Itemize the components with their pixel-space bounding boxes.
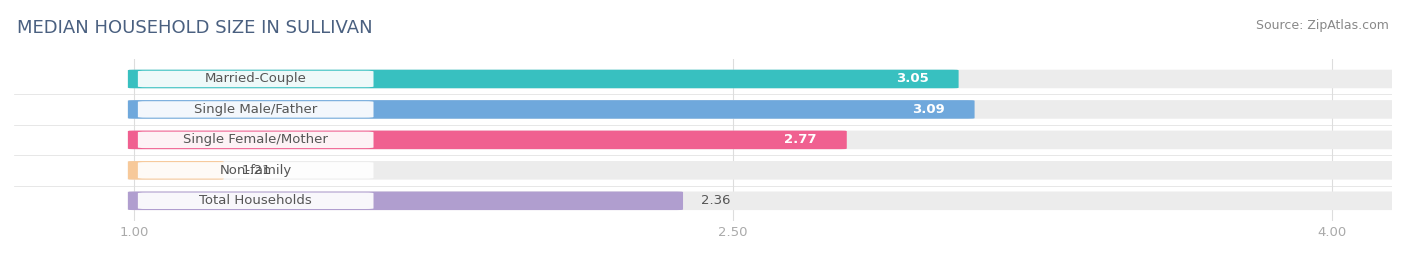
FancyBboxPatch shape	[128, 161, 1398, 180]
FancyBboxPatch shape	[128, 70, 959, 88]
Text: Total Households: Total Households	[200, 194, 312, 207]
FancyBboxPatch shape	[138, 132, 374, 148]
Text: Single Male/Father: Single Male/Father	[194, 103, 318, 116]
FancyBboxPatch shape	[138, 101, 374, 118]
Text: Source: ZipAtlas.com: Source: ZipAtlas.com	[1256, 19, 1389, 32]
Text: Non-family: Non-family	[219, 164, 292, 177]
Text: 2.36: 2.36	[702, 194, 731, 207]
FancyBboxPatch shape	[128, 100, 974, 119]
Text: 3.09: 3.09	[912, 103, 945, 116]
Text: 3.05: 3.05	[896, 72, 928, 86]
Text: MEDIAN HOUSEHOLD SIZE IN SULLIVAN: MEDIAN HOUSEHOLD SIZE IN SULLIVAN	[17, 19, 373, 37]
FancyBboxPatch shape	[128, 192, 683, 210]
FancyBboxPatch shape	[128, 100, 1398, 119]
FancyBboxPatch shape	[128, 192, 1398, 210]
FancyBboxPatch shape	[138, 193, 374, 209]
FancyBboxPatch shape	[128, 130, 846, 149]
Text: 1.21: 1.21	[242, 164, 271, 177]
Text: Single Female/Mother: Single Female/Mother	[183, 133, 328, 146]
Text: Married-Couple: Married-Couple	[205, 72, 307, 86]
Text: 2.77: 2.77	[785, 133, 817, 146]
FancyBboxPatch shape	[128, 161, 224, 180]
FancyBboxPatch shape	[128, 70, 1398, 88]
FancyBboxPatch shape	[138, 71, 374, 87]
FancyBboxPatch shape	[138, 162, 374, 179]
FancyBboxPatch shape	[128, 130, 1398, 149]
